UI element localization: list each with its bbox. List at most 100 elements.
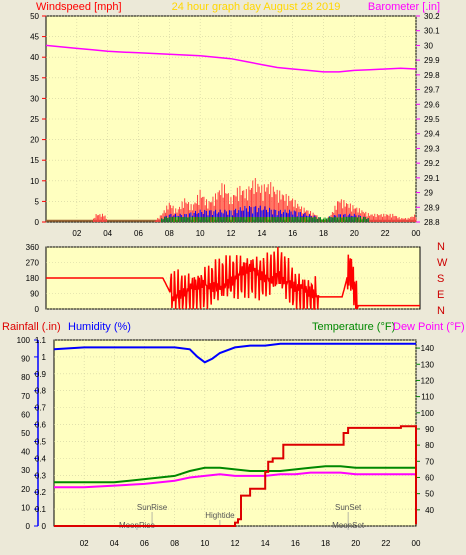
rain-tick-label: 0.4 (35, 454, 47, 463)
temperature-axis-title: Temperature (°F) (312, 321, 395, 333)
wind-x-tick-label: 14 (257, 229, 266, 238)
humidity-tick-label: 10 (21, 503, 30, 512)
humidity-tick-label: 90 (21, 355, 30, 364)
event-annotation: SunSet (335, 503, 362, 512)
compass-label: N (437, 241, 445, 253)
rain-tick-label: 0.7 (35, 404, 47, 413)
baro-tick-label: 29 (424, 189, 433, 198)
wind-x-tick-label: 10 (196, 229, 205, 238)
baro-tick-label: 29.4 (424, 130, 440, 139)
direction-tick-label: 360 (26, 243, 40, 252)
barometer-axis-title: Barometer [.in] (368, 1, 440, 13)
windspeed-axis-title: Windspeed [mph] (36, 1, 122, 13)
baro-tick-label: 29.9 (424, 56, 440, 65)
temp-tick-label: 80 (425, 441, 434, 450)
temp-tick-label: 130 (421, 360, 435, 369)
rain-x-tick-label: 16 (291, 539, 300, 548)
rain-x-tick-label: 00 (412, 539, 421, 548)
direction-tick-label: 180 (26, 274, 40, 283)
rain-tick-label: 0.6 (35, 421, 47, 430)
temp-tick-label: 40 (425, 506, 434, 515)
humidity-tick-label: 30 (21, 466, 30, 475)
temp-tick-label: 100 (421, 409, 435, 418)
wind-tick-label: 30 (30, 94, 39, 103)
humidity-tick-label: 80 (21, 373, 30, 382)
rainfall-line (54, 425, 417, 527)
graph-title: 24 hour graph day August 28 2019 (172, 1, 341, 13)
wind-tick-label: 5 (35, 197, 40, 206)
temp-tick-label: 120 (421, 376, 435, 385)
humidity-tick-label: 60 (21, 410, 30, 419)
baro-tick-label: 30.2 (424, 12, 440, 21)
rain-x-tick-label: 04 (110, 539, 119, 548)
rain-x-tick-label: 02 (80, 539, 89, 548)
direction-tick-label: 0 (35, 305, 40, 314)
humidity-axis-title: Humidity (%) (68, 321, 131, 333)
wind-x-tick-label: 16 (288, 229, 297, 238)
temp-tick-label: 110 (421, 393, 434, 402)
rain-x-tick-label: 14 (261, 539, 270, 548)
baro-tick-label: 28.8 (424, 218, 440, 227)
temp-tick-label: 90 (425, 425, 434, 434)
rainfall-axis-title: Rainfall (.in) (2, 321, 61, 333)
baro-tick-label: 30.1 (424, 27, 440, 36)
wind-tick-label: 40 (30, 53, 39, 62)
compass-label: W (437, 257, 448, 269)
wind-tick-label: 15 (30, 156, 39, 165)
rain-tick-label: 1 (42, 353, 47, 362)
wind-tick-label: 20 (30, 136, 39, 145)
direction-trace (46, 246, 420, 310)
wind-x-tick-label: 06 (134, 229, 143, 238)
humidity-tick-label: 40 (21, 448, 30, 457)
temp-tick-label: 50 (425, 490, 434, 499)
wind-x-tick-label: 04 (103, 229, 112, 238)
rain-x-tick-label: 06 (140, 539, 149, 548)
baro-tick-label: 29.5 (424, 115, 440, 124)
temp-tick-label: 60 (425, 473, 434, 482)
direction-tick-label: 270 (26, 259, 40, 268)
humidity-tick-label: 20 (21, 485, 30, 494)
humidity-tick-label: 50 (21, 429, 30, 438)
temp-tick-label: 140 (421, 344, 435, 353)
rain-tick-label: 0.8 (35, 387, 47, 396)
humidity-tick-label: 100 (17, 336, 31, 345)
baro-tick-label: 29.7 (424, 86, 440, 95)
wind-tick-label: 45 (30, 33, 39, 42)
rain-x-tick-label: 18 (321, 539, 330, 548)
baro-tick-label: 29.6 (424, 100, 440, 109)
barometer-line (45, 44, 417, 73)
wind-tick-label: 0 (35, 218, 40, 227)
dewpoint-axis-title: Dew Point (°F) (393, 321, 465, 333)
compass-label: E (437, 289, 444, 301)
wind-x-tick-label: 20 (350, 229, 359, 238)
wind-tick-label: 10 (30, 177, 39, 186)
wind-tick-label: 25 (30, 115, 39, 124)
rain-x-tick-label: 12 (231, 539, 240, 548)
compass-label: S (437, 273, 444, 285)
temp-tick-label: 70 (425, 457, 434, 466)
baro-tick-label: 28.9 (424, 203, 440, 212)
wind-x-tick-label: 08 (165, 229, 174, 238)
rain-tick-label: 0.2 (35, 488, 47, 497)
rain-x-tick-label: 20 (351, 539, 360, 548)
rain-tick-label: 0.5 (35, 437, 47, 446)
rain-tick-label: 1.1 (35, 336, 47, 345)
rain-x-tick-label: 08 (170, 539, 179, 548)
humidity-tick-label: 0 (26, 522, 31, 531)
direction-tick-label: 90 (30, 290, 39, 299)
baro-tick-label: 29.2 (424, 159, 440, 168)
humidity-tick-label: 70 (21, 392, 30, 401)
wind-tick-label: 50 (30, 12, 39, 21)
event-annotation: MoonSet (332, 521, 365, 530)
baro-tick-label: 29.3 (424, 144, 440, 153)
wind-x-tick-label: 00 (412, 229, 421, 238)
rain-x-tick-label: 10 (200, 539, 209, 548)
compass-label: N (437, 305, 445, 317)
wind-tick-label: 35 (30, 74, 39, 83)
wind-x-tick-label: 18 (319, 229, 328, 238)
baro-tick-label: 29.1 (424, 174, 440, 183)
wind-x-tick-label: 12 (227, 229, 236, 238)
humidity-line (53, 342, 416, 364)
